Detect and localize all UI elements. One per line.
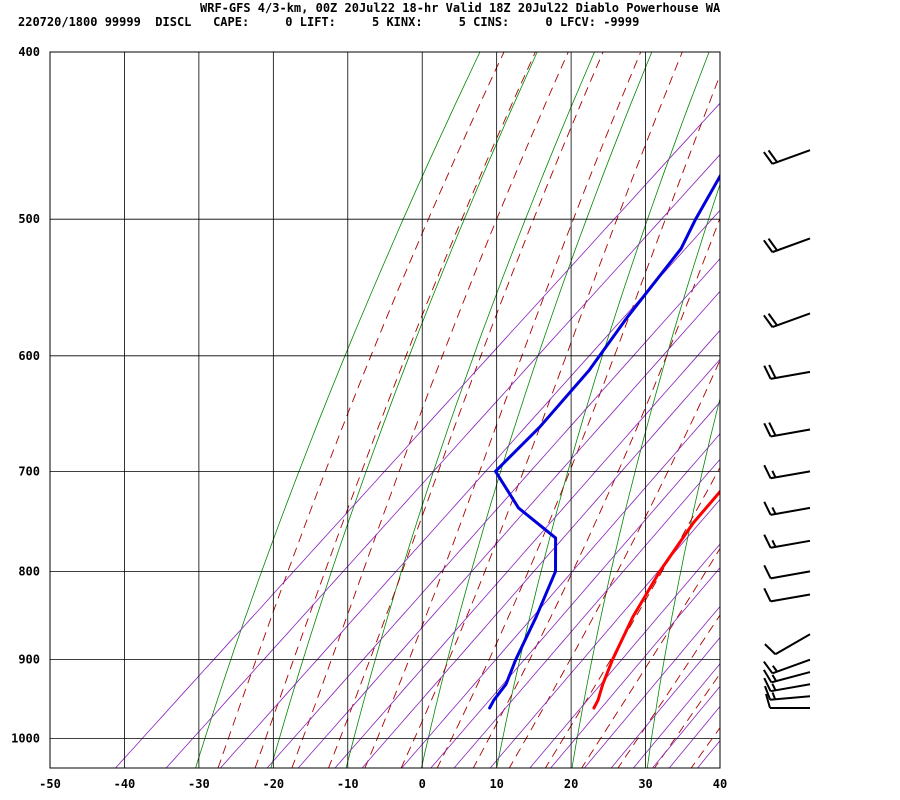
wind-barb [763, 677, 811, 693]
wind-barbs [763, 149, 811, 710]
mixing-ratio-line [550, 567, 720, 768]
x-tick-label: 10 [489, 777, 503, 791]
mixing-ratio-line [489, 498, 720, 768]
mixing-ratio-line [668, 705, 720, 768]
mixing-ratio-line [401, 401, 720, 768]
moist-adiabat-line [617, 614, 720, 768]
x-axis-ticks: -50 -40 -30 -20 -10 0 10 20 30 40 [39, 777, 727, 791]
moist-adiabat-line [328, 52, 604, 768]
x-tick-label: -40 [114, 777, 136, 791]
moist-adiabat-line [291, 52, 569, 768]
mixing-ratio-line [453, 458, 720, 768]
y-tick-label: 1000 [11, 732, 40, 746]
mixing-ratio-line [583, 605, 720, 768]
wind-barb [763, 501, 811, 516]
wind-barb [763, 312, 811, 329]
plot-border [49, 51, 721, 769]
dry-adiabat-line [721, 14, 894, 783]
wind-barb [763, 534, 811, 549]
wind-barb [764, 633, 811, 656]
y-tick-label: 800 [18, 564, 40, 578]
wind-barb [763, 422, 811, 438]
sounding-indices: 220720/1800 99999 DISCL CAPE: 0 LIFT: 5 … [18, 15, 640, 29]
moist-adiabat-line [217, 52, 505, 768]
y-tick-label: 500 [18, 212, 40, 226]
dry-adiabat-line [270, 52, 538, 768]
wind-barb [763, 587, 811, 603]
wind-barb [763, 464, 811, 480]
wind-barb [764, 685, 811, 701]
mixing-ratio-line [219, 209, 720, 768]
mixing-ratio-line [651, 685, 720, 768]
y-tick-label: 600 [18, 349, 40, 363]
x-tick-label: 30 [638, 777, 652, 791]
wind-barb [763, 237, 811, 254]
moist-adiabat-line [436, 74, 720, 768]
mixing-ratio-line [165, 154, 720, 768]
series-layer [488, 173, 720, 710]
moist-adiabat-line [472, 216, 720, 768]
wind-barb [763, 364, 811, 380]
moist-adiabat-line [544, 466, 720, 768]
dry-adiabat-line [571, 183, 720, 768]
wind-barb [763, 564, 811, 580]
y-tick-label: 700 [18, 464, 40, 478]
wind-barb [765, 693, 810, 710]
moist-adiabat-line [400, 52, 683, 768]
wind-barb [763, 669, 811, 684]
dry-adiabat-line [345, 52, 595, 768]
mixing-ratio-line [361, 358, 720, 768]
moist-adiabat-line [581, 547, 720, 768]
y-tick-label: 900 [18, 653, 40, 667]
mixing-ratio-line [297, 290, 720, 768]
moist-adiabat-line [254, 52, 536, 768]
mixing-ratio-line [430, 433, 720, 768]
dewpoint-line [488, 173, 720, 710]
dry-adiabat-line [195, 52, 481, 768]
x-tick-label: -50 [39, 777, 61, 791]
mixing-ratio-line [697, 740, 720, 768]
moist-adiabat-line [364, 52, 642, 768]
dry-adiabat-line [797, 14, 900, 783]
wind-barb [763, 149, 811, 165]
temperature-line [592, 489, 720, 710]
x-tick-label: 40 [713, 777, 727, 791]
x-tick-label: 20 [564, 777, 578, 791]
x-tick-label: 0 [419, 777, 426, 791]
y-axis-ticks: 400 500 600 700 800 900 1000 [11, 45, 40, 746]
x-tick-label: -30 [188, 777, 210, 791]
dry-adiabat-line [496, 52, 710, 768]
mixing-ratio-line [632, 663, 720, 768]
y-tick-label: 400 [18, 45, 40, 59]
moist-adiabat-line [508, 359, 720, 768]
moist-adiabat-line [718, 14, 900, 783]
mixing-ratio-line [114, 102, 720, 768]
mixing-ratio-line [334, 329, 720, 768]
moist-adiabat-line [653, 672, 720, 768]
plot-frame [49, 51, 721, 769]
x-tick-label: -10 [337, 777, 359, 791]
chart-title: WRF-GFS 4/3-km, 00Z 20Jul22 18-hr Valid … [200, 1, 721, 15]
background-lines [114, 14, 900, 783]
dry-adiabat-line [420, 52, 653, 768]
dry-adiabat-line [646, 396, 720, 768]
wind-barb [763, 658, 811, 675]
mixing-ratio-line [266, 258, 720, 768]
mixing-ratio-line [610, 637, 720, 768]
dry-adiabat-line [872, 14, 900, 783]
x-tick-label: -20 [262, 777, 284, 791]
mixing-ratio-line [529, 543, 720, 768]
